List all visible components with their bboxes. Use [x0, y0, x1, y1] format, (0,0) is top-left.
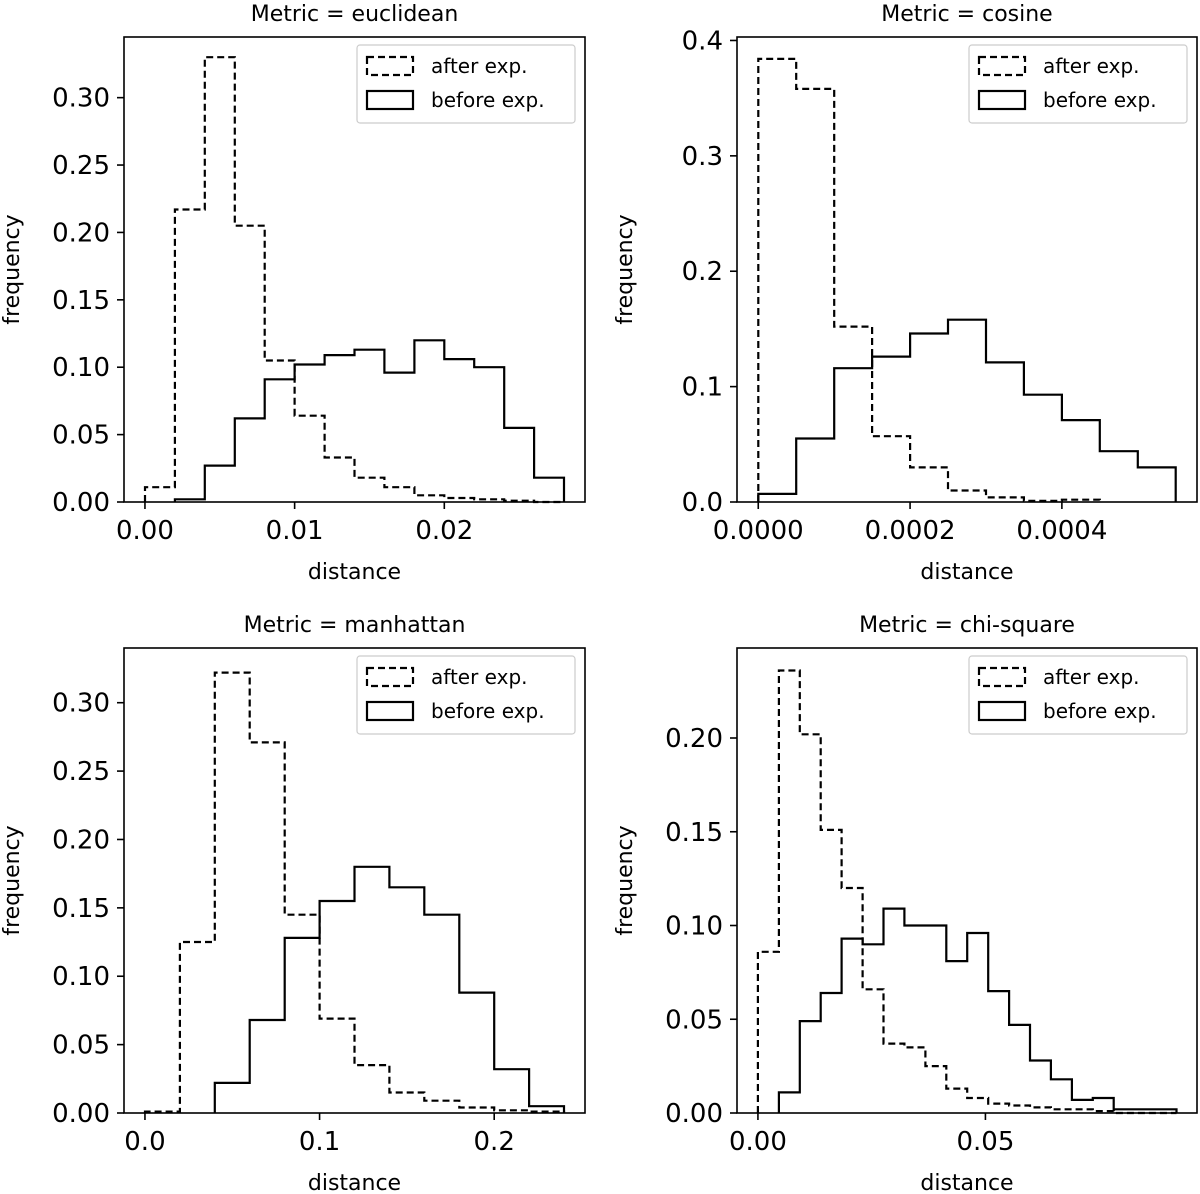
y-tick-label: 0.05 [665, 1005, 723, 1035]
y-axis-label: frequency [0, 214, 25, 324]
chart-panel-1: Metric = euclidean 0.00 0.01 0.02 0.00 0.05 0.… [0, 2, 586, 585]
plot-frame [123, 36, 586, 503]
y-tick-label: 0.10 [52, 353, 110, 383]
chart-title: Metric = cosine [881, 2, 1052, 27]
y-tick-label: 0.25 [52, 757, 110, 787]
x-tick-label: 0.01 [266, 516, 324, 546]
y-tick-label: 0.30 [52, 84, 110, 114]
series-after-exp-line [143, 671, 566, 1113]
x-tick-label: 0.00 [116, 516, 174, 546]
legend: after exp. before exp. [356, 44, 576, 124]
x-tick-label: 0.0 [124, 1127, 165, 1157]
chart-title: Metric = euclidean [251, 2, 459, 27]
series-before-exp-line [213, 865, 566, 1113]
legend-swatch-before-exp [365, 89, 415, 111]
x-tick-label: 0.00 [729, 1127, 787, 1157]
y-tick-label: 0.30 [52, 689, 110, 719]
plot-frame [736, 647, 1198, 1114]
x-tick-label: 0.0004 [1016, 516, 1107, 546]
y-tick-label: 0.00 [52, 488, 110, 518]
y-tick-label: 0.25 [52, 151, 110, 181]
series-before-exp-line [173, 339, 566, 502]
legend-label: after exp. [1043, 54, 1140, 78]
y-tick-label: 0.15 [52, 286, 110, 316]
legend-label: after exp. [1043, 665, 1140, 689]
chart-title: Metric = chi-square [859, 613, 1075, 638]
legend-frame [968, 655, 1188, 735]
legend-swatch-after-exp [365, 666, 415, 688]
plot-frame [736, 36, 1198, 503]
y-tick-label: 0.20 [52, 218, 110, 248]
y-tick-label: 0.00 [665, 1099, 723, 1129]
chart-panel-3: Metric = manhattan 0.0 0.1 0.2 0.00 0.05 0.10 0… [0, 613, 586, 1194]
y-tick-label: 0.05 [52, 421, 110, 451]
legend-frame [356, 44, 576, 124]
y-axis-label: frequency [613, 214, 638, 324]
chart-title: Metric = manhattan [244, 613, 466, 638]
legend-frame [968, 44, 1188, 124]
y-tick-label: 0.10 [52, 962, 110, 992]
y-tick-label: 0.15 [52, 894, 110, 924]
x-tick-label: 0.2 [474, 1127, 515, 1157]
legend: after exp. before exp. [356, 655, 576, 735]
legend-swatch-before-exp [977, 700, 1027, 722]
y-tick-label: 0.20 [52, 825, 110, 855]
x-tick-label: 0.1 [299, 1127, 340, 1157]
series-after-exp-line [756, 669, 1177, 1115]
x-axis-label: distance [920, 1171, 1013, 1194]
y-axis-label: frequency [0, 825, 25, 935]
legend-frame [356, 655, 576, 735]
chart-panel-4: Metric = chi-square 0.00 0.05 0.00 0.05 0.10 0… [613, 613, 1198, 1194]
x-axis-label: distance [308, 560, 401, 585]
y-tick-label: 0.2 [682, 257, 723, 287]
legend-label: before exp. [431, 88, 545, 112]
x-tick-label: 0.0002 [865, 516, 956, 546]
legend-label: after exp. [431, 54, 528, 78]
y-tick-label: 0.3 [682, 142, 723, 172]
x-tick-label: 0.02 [415, 516, 473, 546]
y-tick-label: 0.00 [52, 1099, 110, 1129]
legend-label: before exp. [1043, 88, 1157, 112]
legend-swatch-before-exp [977, 89, 1027, 111]
legend-swatch-before-exp [365, 700, 415, 722]
legend: after exp. before exp. [968, 655, 1188, 735]
series-after-exp-line [143, 56, 564, 504]
legend: after exp. before exp. [968, 44, 1188, 124]
y-tick-label: 0.20 [665, 724, 723, 754]
x-tick-label: 0.05 [956, 1127, 1014, 1157]
series-before-exp-line [757, 318, 1177, 502]
y-tick-label: 0.4 [682, 26, 723, 56]
chart-panel-2: Metric = cosine 0.0000 0.0002 0.0004 0.0 0.1 0… [613, 2, 1198, 585]
x-axis-label: distance [920, 560, 1013, 585]
legend-swatch-after-exp [977, 666, 1027, 688]
series-after-exp-line [757, 57, 1101, 502]
legend-label: before exp. [1043, 699, 1157, 723]
legend-swatch-after-exp [365, 55, 415, 77]
x-tick-label: 0.0000 [713, 516, 804, 546]
series-before-exp-line [777, 907, 1178, 1113]
x-axis-label: distance [308, 1171, 401, 1194]
legend-label: before exp. [431, 699, 545, 723]
y-tick-label: 0.0 [682, 488, 723, 518]
y-tick-label: 0.15 [665, 818, 723, 848]
legend-label: after exp. [431, 665, 528, 689]
plot-frame [123, 647, 586, 1114]
y-tick-label: 0.05 [52, 1031, 110, 1061]
legend-swatch-after-exp [977, 55, 1027, 77]
y-tick-label: 0.1 [682, 373, 723, 403]
y-axis-label: frequency [613, 825, 638, 935]
y-tick-label: 0.10 [665, 912, 723, 942]
